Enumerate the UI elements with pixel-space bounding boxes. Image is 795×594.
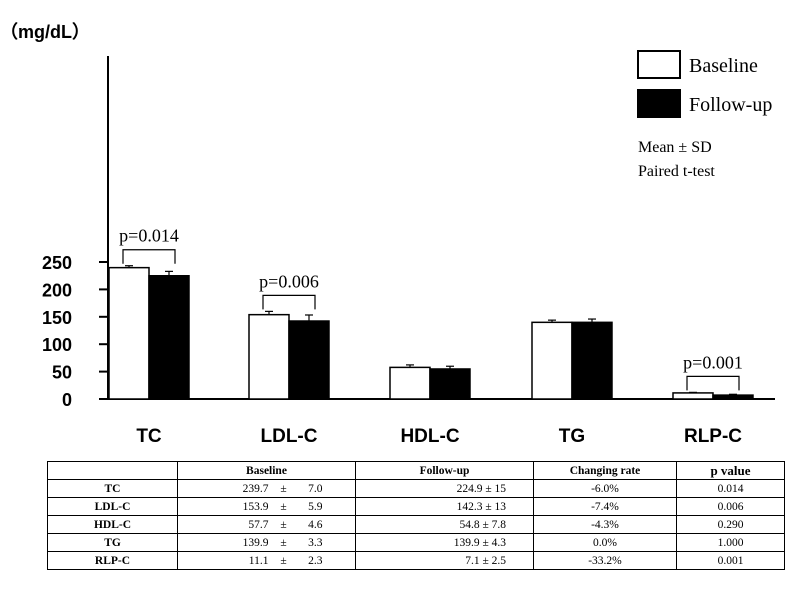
table-header-p-value: p value: [676, 461, 785, 480]
significance-annotations: p=0.014 p=0.006 p=0.001: [119, 226, 743, 391]
plus-minus: ±: [280, 500, 287, 513]
changing-rate-cell: -7.4%: [533, 497, 677, 516]
table-header-changing-rate: Changing rate: [533, 461, 677, 480]
y-tick-label: 50: [52, 363, 72, 383]
followup-cell: 142.3 ± 13: [355, 497, 534, 516]
y-axis-ticks: 0 50 100 150 200 250: [42, 253, 108, 410]
row-label: RLP-C: [47, 551, 178, 570]
significance-bracket: [686, 375, 740, 391]
row-label: HDL-C: [47, 515, 178, 534]
changing-rate-cell: -4.3%: [533, 515, 677, 534]
bar-baseline-tg: [531, 321, 573, 400]
p-value-label: p=0.001: [683, 352, 743, 372]
table-row: TC 239.7 ±7.0 224.9 ± 15 -6.0% 0.014: [47, 479, 785, 498]
followup-value: 139.9 ± 4.3: [453, 536, 506, 549]
table-header-empty: [47, 461, 178, 480]
bar-baseline-hdl-c: [389, 366, 431, 400]
baseline-sd: 5.9: [308, 500, 323, 513]
legend-swatch-followup: [637, 89, 681, 118]
category-labels: TC LDL-C HDL-C TG RLP-C: [136, 426, 742, 447]
changing-rate-cell: -6.0%: [533, 479, 677, 498]
bar-followup-hdl-c: [429, 368, 471, 400]
plus-minus: ±: [280, 482, 287, 495]
significance-bracket: [262, 294, 316, 310]
followup-value: 142.3 ± 13: [456, 500, 506, 513]
table-header-followup: Follow-up: [355, 461, 534, 480]
followup-value: 224.9 ± 15: [456, 482, 506, 495]
table-header-row: Baseline Follow-up Changing rate p value: [47, 461, 785, 480]
followup-cell: 224.9 ± 15: [355, 479, 534, 498]
significance-bracket: [122, 249, 176, 264]
baseline-cell: 153.9 ±5.9: [177, 497, 356, 516]
y-tick-label: 150: [42, 308, 72, 328]
bar-followup-ldl-c: [288, 320, 330, 400]
category-label-tg: TG: [559, 426, 585, 447]
followup-value: 7.1 ± 2.5: [465, 554, 506, 567]
bar-followup-rlp-c: [712, 394, 754, 400]
category-label-ldl-c: LDL-C: [261, 426, 318, 447]
table-row: RLP-C 11.1 ±2.3 7.1 ± 2.5 -33.2% 0.001: [47, 551, 785, 570]
baseline-sd: 7.0: [308, 482, 323, 495]
bar-baseline-rlp-c: [672, 392, 714, 400]
plus-minus: ±: [280, 536, 287, 549]
legend-swatch-baseline: [637, 50, 681, 79]
followup-cell: 7.1 ± 2.5: [355, 551, 534, 570]
y-tick-label: 250: [42, 253, 72, 273]
table-body: TC 239.7 ±7.0 224.9 ± 15 -6.0% 0.014 LDL-C 153.…: [47, 479, 785, 570]
p-value-cell: 0.006: [676, 497, 785, 516]
p-value-cell: 0.290: [676, 515, 785, 534]
table-row: TG 139.9 ±3.3 139.9 ± 4.3 0.0% 1.000: [47, 533, 785, 552]
followup-cell: 139.9 ± 4.3: [355, 533, 534, 552]
p-value-cell: 1.000: [676, 533, 785, 552]
p-value-cell: 0.001: [676, 551, 785, 570]
row-label: LDL-C: [47, 497, 178, 516]
baseline-sd: 3.3: [308, 536, 323, 549]
baseline-cell: 139.9 ±3.3: [177, 533, 356, 552]
plus-minus: ±: [280, 518, 287, 531]
p-value-label: p=0.014: [119, 226, 179, 246]
baseline-sd: 4.6: [308, 518, 323, 531]
legend-label-followup: Follow-up: [689, 94, 772, 116]
p-value-cell: 0.014: [676, 479, 785, 498]
bar-followup-tg: [571, 321, 613, 400]
summary-table: Baseline Follow-up Changing rate p value…: [47, 461, 785, 570]
baseline-sd: 2.3: [308, 554, 323, 567]
bar-group: [108, 265, 754, 400]
baseline-cell: 11.1 ±2.3: [177, 551, 356, 570]
plus-minus: ±: [280, 554, 287, 567]
changing-rate-cell: -33.2%: [533, 551, 677, 570]
baseline-cell: 239.7 ±7.0: [177, 479, 356, 498]
y-tick-label: 100: [42, 335, 72, 355]
category-label-hdl-c: HDL-C: [400, 426, 459, 447]
table-row: HDL-C 57.7 ±4.6 54.8 ± 7.8 -4.3% 0.290: [47, 515, 785, 534]
followup-cell: 54.8 ± 7.8: [355, 515, 534, 534]
row-label: TG: [47, 533, 178, 552]
note-mean-sd: Mean ± SD: [638, 139, 712, 156]
bar-followup-tc: [148, 275, 190, 400]
category-label-rlp-c: RLP-C: [684, 426, 742, 447]
baseline-mean: 239.7: [242, 482, 269, 495]
table-header-baseline: Baseline: [177, 461, 356, 480]
baseline-mean: 139.9: [242, 536, 269, 549]
baseline-mean: 153.9: [242, 500, 269, 513]
baseline-cell: 57.7 ±4.6: [177, 515, 356, 534]
baseline-mean: 57.7: [248, 518, 269, 531]
note-test: Paired t-test: [638, 163, 715, 180]
y-tick-label: 0: [62, 390, 72, 410]
changing-rate-cell: 0.0%: [533, 533, 677, 552]
legend: Baseline Follow-up: [637, 50, 772, 118]
bar-baseline-tc: [108, 266, 150, 400]
y-axis-unit-label: （mg/dL）: [0, 22, 90, 42]
y-tick-label: 200: [42, 280, 72, 300]
p-value-label: p=0.006: [259, 271, 319, 291]
table-row: LDL-C 153.9 ±5.9 142.3 ± 13 -7.4% 0.006: [47, 497, 785, 516]
legend-label-baseline: Baseline: [689, 55, 758, 77]
bar-baseline-ldl-c: [248, 313, 290, 400]
baseline-mean: 11.1: [248, 554, 269, 567]
row-label: TC: [47, 479, 178, 498]
followup-value: 54.8 ± 7.8: [459, 518, 506, 531]
category-label-tc: TC: [136, 426, 162, 447]
